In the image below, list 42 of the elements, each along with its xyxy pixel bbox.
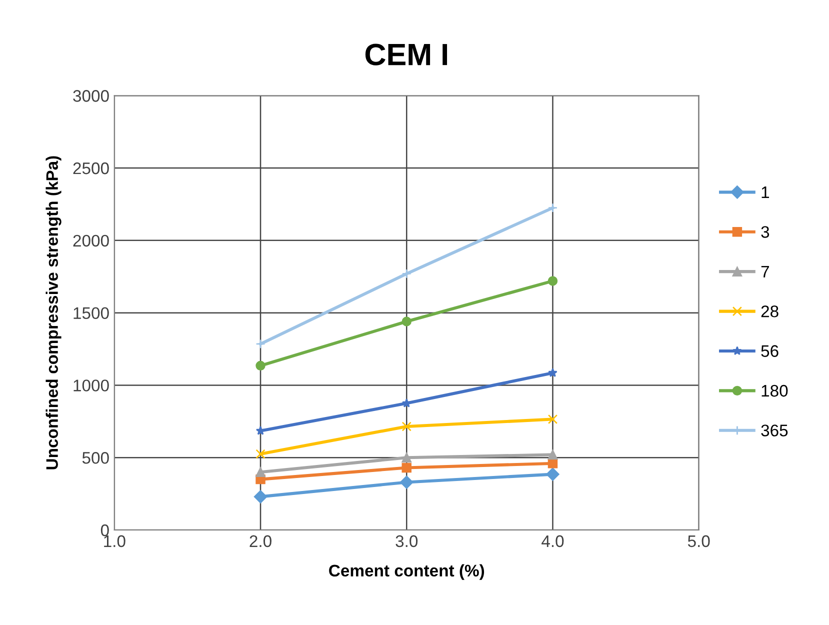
point — [256, 449, 266, 459]
point — [256, 339, 266, 349]
legend-label: 180 — [762, 384, 788, 397]
point — [254, 490, 268, 504]
point — [546, 468, 560, 481]
y-tick-label: 3000 — [73, 90, 109, 102]
legend-label: 7 — [761, 266, 769, 278]
y-tick-label: 500 — [82, 452, 109, 464]
point — [256, 467, 266, 477]
legend-label: 56 — [761, 345, 778, 357]
point — [548, 276, 558, 286]
point — [256, 426, 266, 435]
point — [400, 476, 414, 489]
x-tick-label: 1.0 — [104, 535, 126, 548]
x-tick-label: 5.0 — [688, 535, 710, 548]
legend-label: 1 — [762, 186, 769, 198]
point — [402, 422, 412, 432]
legend-label: 3 — [761, 226, 770, 238]
x-tick-label: 2.0 — [250, 535, 272, 548]
y-axis-title: Unconfined compressive strength (kPa) — [46, 156, 62, 470]
legend-label: 365 — [761, 424, 788, 436]
y-tick-label: 2500 — [73, 162, 109, 174]
y-tick-label: 0 — [100, 524, 109, 536]
point — [548, 202, 558, 213]
point — [402, 316, 412, 326]
point — [402, 452, 412, 462]
chart-title: CEM I — [365, 44, 448, 66]
y-tick-label: 2000 — [73, 234, 109, 247]
point — [402, 462, 412, 473]
x-axis-title: Cement content (%) — [329, 564, 484, 580]
point — [548, 458, 558, 468]
x-tick-label: 3.0 — [396, 535, 418, 548]
point — [402, 398, 412, 408]
point — [548, 450, 558, 460]
point — [548, 414, 558, 424]
y-tick-label: 1500 — [74, 307, 109, 320]
point — [402, 268, 412, 279]
point — [256, 360, 266, 371]
legend-label: 28 — [761, 305, 778, 318]
point — [548, 368, 558, 377]
x-tick-label: 4.0 — [542, 535, 564, 548]
y-tick-label: 1000 — [74, 380, 109, 392]
